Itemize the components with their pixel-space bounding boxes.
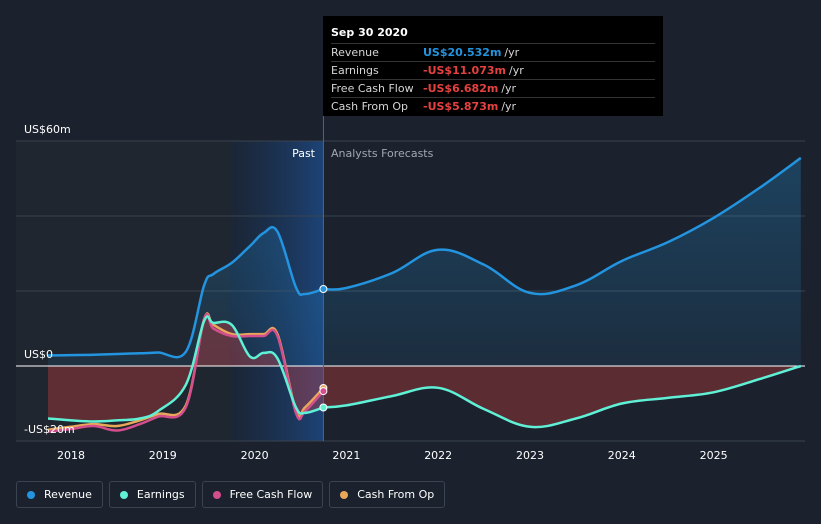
past-label: Past [292,147,316,160]
x-tick-label: 2019 [149,449,177,462]
tooltip-row-earnings: Earnings -US$11.073m /yr [331,61,655,79]
x-tick-label: 2020 [241,449,269,462]
x-tick-label: 2022 [424,449,452,462]
revenue-marker [319,285,328,293]
tooltip-row-free-cash-flow: Free Cash Flow -US$6.682m /yr [331,79,655,97]
tooltip-unit: /yr [508,64,524,77]
earnings-line-past [47,315,324,423]
series-lines [47,156,802,433]
legend-label: Cash From Op [357,488,435,501]
tooltip-value: US$20.532m [423,46,502,59]
tooltip-value: -US$6.682m [423,82,499,95]
legend-item-free-cash-flow[interactable]: Free Cash Flow [201,481,324,508]
revenue-line-forecast [323,156,802,296]
series-areas [48,157,801,428]
tooltip-date: Sep 30 2020 [331,26,408,39]
x-axis-ticks: 2018 2019 2020 2021 2022 2023 2024 2025 [57,449,728,462]
x-tick-label: 2025 [700,449,728,462]
tooltip-unit: /yr [501,82,517,95]
tooltip-row-revenue: Revenue US$20.532m /yr [331,43,655,61]
legend-label: Free Cash Flow [229,488,313,501]
free-cash-flow-marker [319,387,328,396]
legend-item-earnings[interactable]: Earnings [108,481,196,508]
tooltip-name: Cash From Op [331,100,409,113]
x-tick-label: 2018 [57,449,85,462]
revenue-area [48,157,801,366]
earnings-negative-area [48,316,801,428]
x-tick-label: 2021 [332,449,360,462]
legend-dot-icon [340,490,349,499]
tooltip-name: Revenue [331,46,379,59]
legend-label: Revenue [44,488,92,501]
tooltip-name: Earnings [331,64,379,77]
legend-dot-icon [119,490,128,499]
legend-dot-icon [212,490,221,499]
legend-dot-icon [27,490,35,499]
tooltip-value: -US$5.873m [423,100,499,113]
earnings-marker [319,403,328,412]
y-label-bottom: -US$20m [24,423,75,436]
legend-label: Earnings [136,488,185,501]
legend-item-cash-from-op[interactable]: Cash From Op [329,481,446,508]
forecast-label: Analysts Forecasts [331,147,434,160]
tooltip-unit: /yr [504,46,520,59]
tooltip-value: -US$11.073m [423,64,506,77]
tooltip-unit: /yr [501,100,517,113]
legend: Revenue Earnings Free Cash Flow Cash Fro… [16,481,446,508]
tooltip: Sep 30 2020 Revenue US$20.532m /yr Earni… [323,16,663,116]
x-tick-label: 2024 [608,449,636,462]
x-tick-label: 2023 [516,449,544,462]
tooltip-name: Free Cash Flow [331,82,414,95]
series-markers [319,285,328,412]
legend-item-revenue[interactable]: Revenue [16,481,103,508]
revenue-line-past [47,225,324,359]
tooltip-row-cash-from-op: Cash From Op -US$5.873m /yr [331,97,655,115]
y-label-top: US$60m [24,123,71,136]
earnings-line-forecast [323,364,802,429]
y-label-zero: US$0 [24,348,53,361]
